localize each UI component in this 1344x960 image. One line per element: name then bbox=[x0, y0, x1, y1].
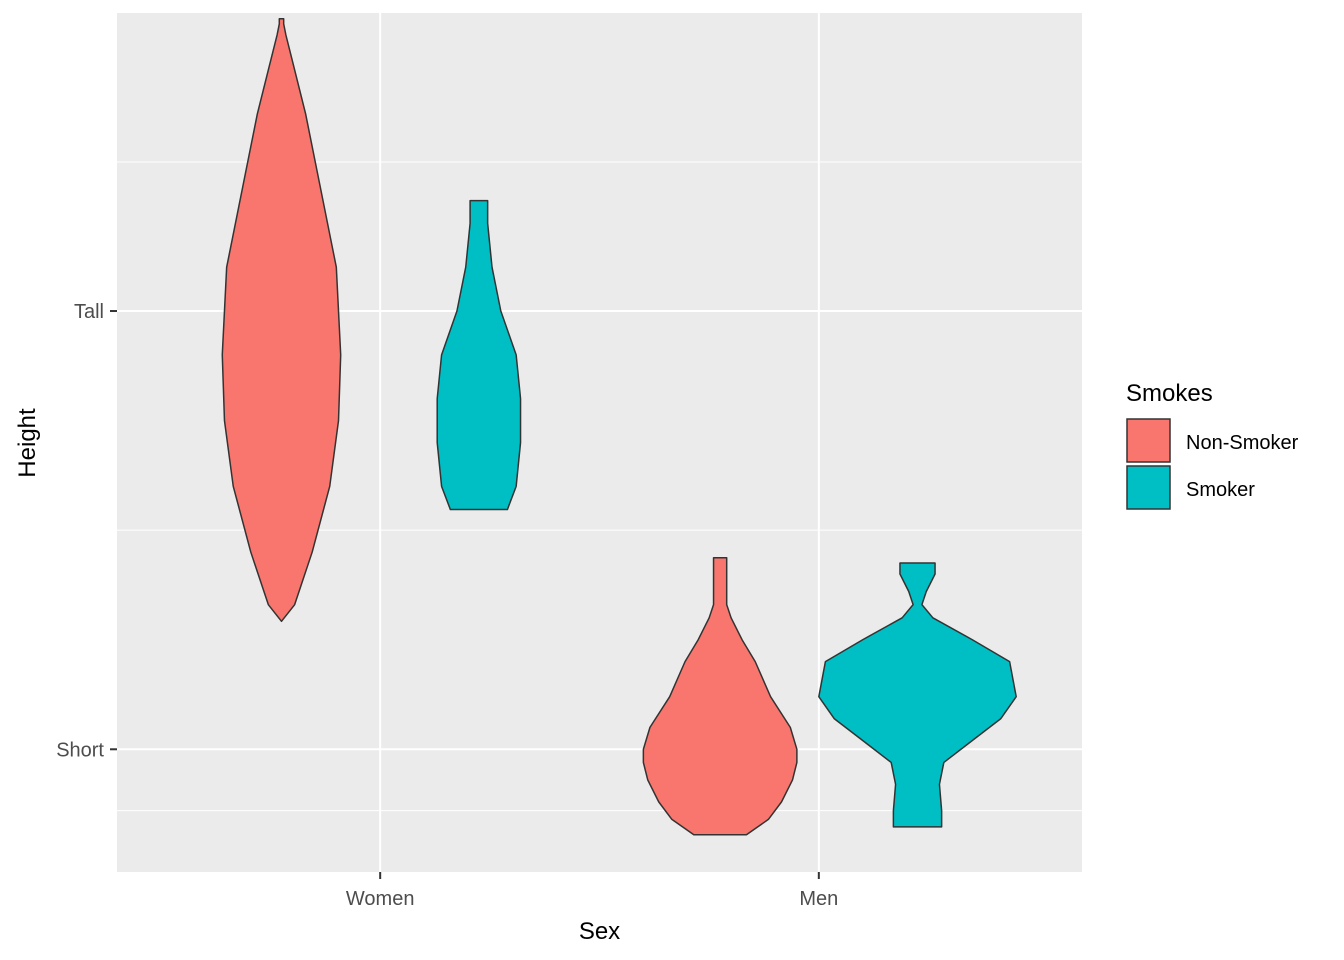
y-tick-label: Short bbox=[56, 739, 104, 761]
legend-key bbox=[1126, 418, 1171, 463]
violin-smoker-men bbox=[818, 562, 1017, 828]
legend-key bbox=[1126, 465, 1171, 510]
y-axis-title: Height bbox=[14, 408, 41, 478]
x-tick-label: Women bbox=[346, 888, 415, 910]
violins bbox=[221, 17, 1017, 836]
violin-smoker-women bbox=[436, 199, 522, 511]
x-axis-title: Sex bbox=[579, 918, 620, 945]
y-tick-label: Tall bbox=[74, 301, 104, 323]
legend-entries: Non-Smoker Smoker bbox=[1126, 418, 1299, 510]
legend-title: Smokes bbox=[1126, 380, 1213, 407]
violin-non-smoker-men bbox=[642, 557, 798, 836]
legend-label: Non-Smoker bbox=[1186, 432, 1299, 454]
x-tick-label: Men bbox=[799, 888, 838, 910]
violin-non-smoker-women bbox=[221, 17, 342, 623]
legend: Smokes Non-Smoker Smoker bbox=[1126, 380, 1299, 510]
axes: Short Tall Women Men bbox=[56, 301, 838, 910]
legend-label: Smoker bbox=[1186, 479, 1255, 501]
